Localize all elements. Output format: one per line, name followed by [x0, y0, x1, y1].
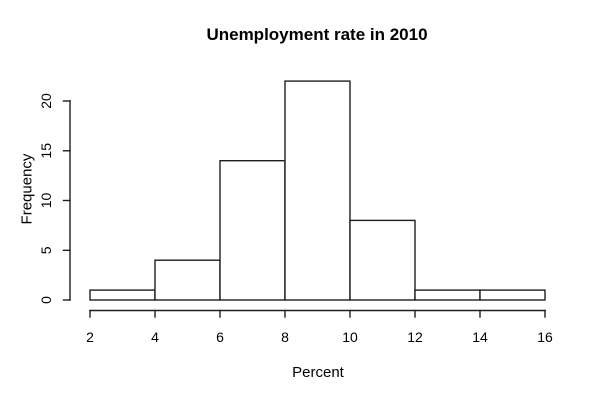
x-axis-label: Percent — [292, 364, 345, 381]
axes-group: 0 5 10 15 20 2 4 6 8 10 12 14 16 — [38, 93, 553, 345]
x-tick-label: 10 — [342, 329, 358, 345]
histogram-bar — [349, 219, 416, 301]
x-tick-label: 2 — [86, 329, 94, 345]
x-tick-label: 4 — [151, 329, 159, 345]
y-tick-label: 20 — [38, 93, 54, 109]
chart-title: Unemployment rate in 2010 — [206, 25, 427, 44]
y-axis-label: Frequency — [19, 153, 36, 224]
histogram-bar — [479, 289, 546, 301]
x-tick-label: 8 — [281, 329, 289, 345]
bars-group — [89, 80, 546, 301]
x-tick-label: 14 — [472, 329, 488, 345]
y-tick-label: 0 — [38, 296, 54, 304]
histogram-bar — [89, 289, 156, 301]
y-tick-label: 10 — [38, 193, 54, 209]
y-tick-label: 5 — [38, 246, 54, 254]
x-tick-label: 12 — [407, 329, 423, 345]
histogram-bar — [414, 289, 481, 301]
y-tick-label: 15 — [38, 143, 54, 159]
histogram-bar — [154, 259, 221, 301]
histogram-bar — [284, 80, 351, 301]
x-tick-label: 16 — [537, 329, 553, 345]
x-tick-label: 6 — [216, 329, 224, 345]
histogram-bar — [219, 159, 286, 301]
